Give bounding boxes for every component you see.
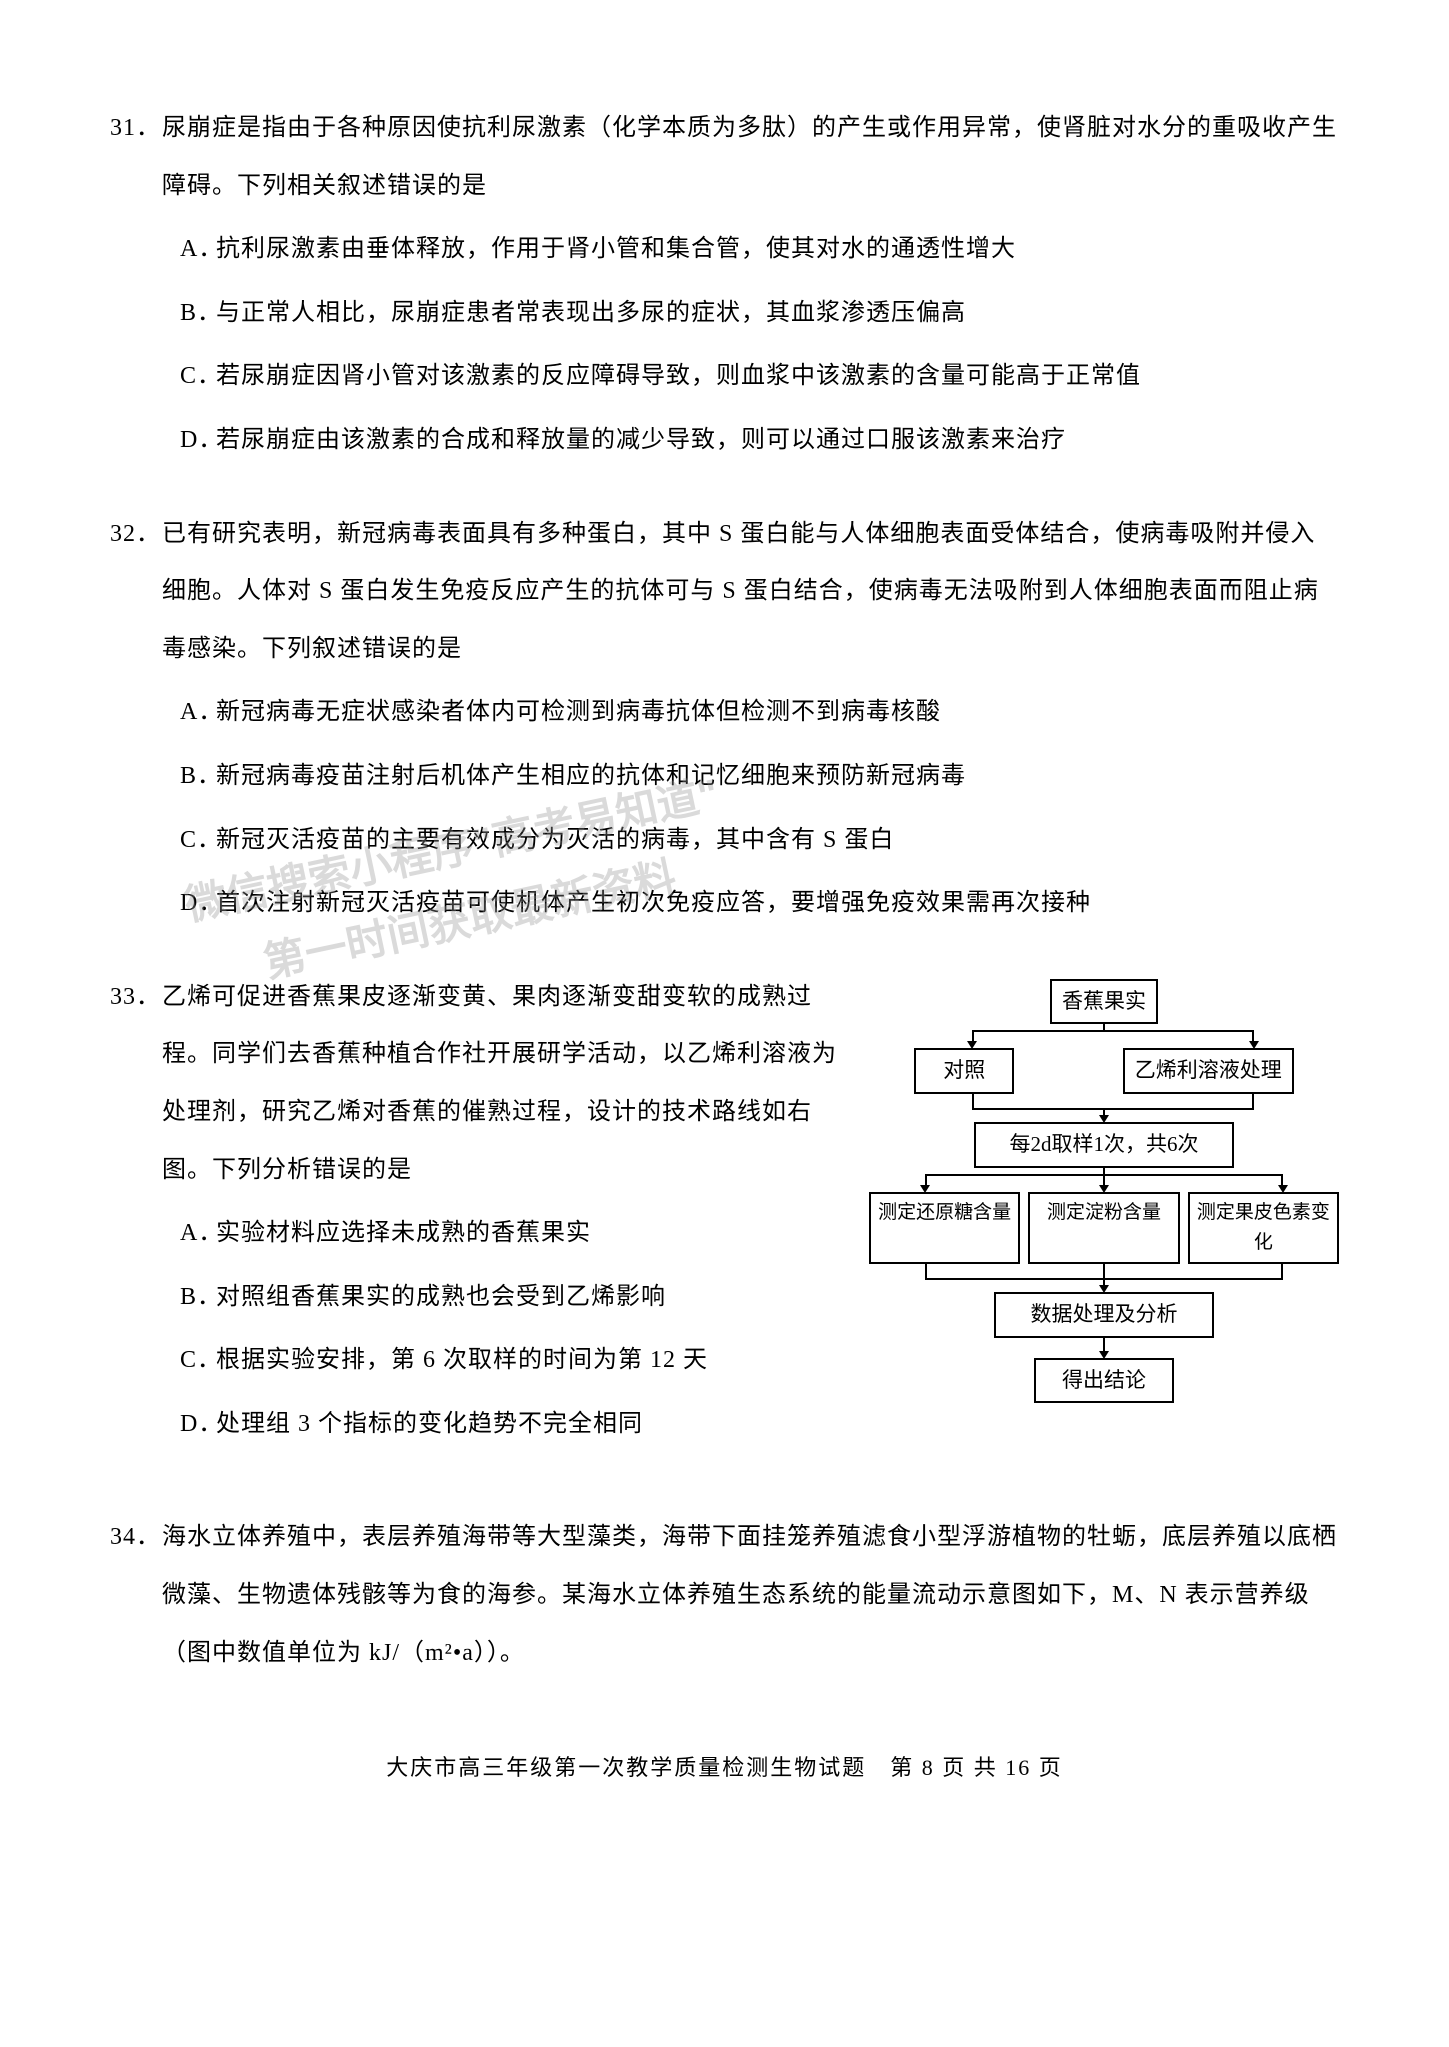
option-d: D．首次注射新冠灭活疫苗可使机体产生初次免疫应答，要增强免疫效果需再次接种 <box>180 875 1339 933</box>
option-label: C． <box>180 1332 216 1390</box>
stem-text: 已有研究表明，新冠病毒表面具有多种蛋白，其中 S 蛋白能与人体细胞表面受体结合，… <box>162 521 1319 662</box>
flow-node-measure-sugar: 测定还原糖含量 <box>869 1192 1020 1265</box>
options-list: A．抗利尿激素由垂体释放，作用于肾小管和集合管，使其对水的通透性增大 B．与正常… <box>110 221 1339 469</box>
option-label: A． <box>180 684 216 742</box>
question-number: 33． <box>110 969 162 1027</box>
options-list: A．实验材料应选择未成熟的香蕉果实 B．对照组香蕉果实的成熟也会受到乙烯影响 C… <box>110 1205 849 1453</box>
option-a: A．抗利尿激素由垂体释放，作用于肾小管和集合管，使其对水的通透性增大 <box>180 221 1339 279</box>
flow-node-analysis: 数据处理及分析 <box>994 1292 1214 1338</box>
option-label: B． <box>180 1269 216 1327</box>
question-stem: 31．尿崩症是指由于各种原因使抗利尿激素（化学本质为多肽）的产生或作用异常，使肾… <box>110 100 1339 215</box>
option-a: A．新冠病毒无症状感染者体内可检测到病毒抗体但检测不到病毒核酸 <box>180 684 1339 742</box>
flow-node-measure-pigment: 测定果皮色素变化 <box>1188 1192 1339 1265</box>
option-b: B．对照组香蕉果实的成熟也会受到乙烯影响 <box>180 1269 849 1327</box>
option-c: C．新冠灭活疫苗的主要有效成分为灭活的病毒，其中含有 S 蛋白 <box>180 812 1339 870</box>
option-text: 若尿崩症由该激素的合成和释放量的减少导致，则可以通过口服该激素来治疗 <box>216 427 1066 453</box>
option-b: B．新冠病毒疫苗注射后机体产生相应的抗体和记忆细胞来预防新冠病毒 <box>180 748 1339 806</box>
option-text: 对照组香蕉果实的成熟也会受到乙烯影响 <box>216 1284 666 1310</box>
question-31: 31．尿崩症是指由于各种原因使抗利尿激素（化学本质为多肽）的产生或作用异常，使肾… <box>110 100 1339 470</box>
question-33: 33．乙烯可促进香蕉果皮逐渐变黄、果肉逐渐变甜变软的成熟过程。同学们去香蕉种植合… <box>110 969 1339 1460</box>
stem-text: 乙烯可促进香蕉果皮逐渐变黄、果肉逐渐变甜变软的成熟过程。同学们去香蕉种植合作社开… <box>162 984 837 1183</box>
question-stem: 33．乙烯可促进香蕉果皮逐渐变黄、果肉逐渐变甜变软的成熟过程。同学们去香蕉种植合… <box>110 969 849 1199</box>
option-text: 首次注射新冠灭活疫苗可使机体产生初次免疫应答，要增强免疫效果需再次接种 <box>216 890 1091 916</box>
option-text: 与正常人相比，尿崩症患者常表现出多尿的症状，其血浆渗透压偏高 <box>216 300 966 326</box>
option-label: B． <box>180 285 216 343</box>
stem-text: 海水立体养殖中，表层养殖海带等大型藻类，海带下面挂笼养殖滤食小型浮游植物的牡蛎，… <box>162 1524 1337 1665</box>
flow-node-control: 对照 <box>914 1048 1014 1094</box>
question-number: 34． <box>110 1509 162 1567</box>
option-c: C．根据实验安排，第 6 次取样的时间为第 12 天 <box>180 1332 849 1390</box>
question-34: 34．海水立体养殖中，表层养殖海带等大型藻类，海带下面挂笼养殖滤食小型浮游植物的… <box>110 1509 1339 1682</box>
flow-node-start: 香蕉果实 <box>1050 979 1158 1025</box>
option-label: D． <box>180 875 216 933</box>
option-label: D． <box>180 412 216 470</box>
option-a: A．实验材料应选择未成熟的香蕉果实 <box>180 1205 849 1263</box>
option-label: C． <box>180 812 216 870</box>
option-text: 抗利尿激素由垂体释放，作用于肾小管和集合管，使其对水的通透性增大 <box>216 236 1016 262</box>
option-d: D．若尿崩症由该激素的合成和释放量的减少导致，则可以通过口服该激素来治疗 <box>180 412 1339 470</box>
option-b: B．与正常人相比，尿崩症患者常表现出多尿的症状，其血浆渗透压偏高 <box>180 285 1339 343</box>
option-text: 若尿崩症因肾小管对该激素的反应障碍导致，则血浆中该激素的含量可能高于正常值 <box>216 363 1141 389</box>
option-text: 处理组 3 个指标的变化趋势不完全相同 <box>216 1411 643 1437</box>
options-list: A．新冠病毒无症状感染者体内可检测到病毒抗体但检测不到病毒核酸 B．新冠病毒疫苗… <box>110 684 1339 932</box>
option-label: C． <box>180 348 216 406</box>
option-label: A． <box>180 1205 216 1263</box>
option-label: D． <box>180 1396 216 1454</box>
option-text: 根据实验安排，第 6 次取样的时间为第 12 天 <box>216 1347 708 1373</box>
option-label: B． <box>180 748 216 806</box>
question-stem: 32．已有研究表明，新冠病毒表面具有多种蛋白，其中 S 蛋白能与人体细胞表面受体… <box>110 506 1339 679</box>
question-stem: 34．海水立体养殖中，表层养殖海带等大型藻类，海带下面挂笼养殖滤食小型浮游植物的… <box>110 1509 1339 1682</box>
option-text: 新冠病毒无症状感染者体内可检测到病毒抗体但检测不到病毒核酸 <box>216 699 941 725</box>
option-text: 实验材料应选择未成熟的香蕉果实 <box>216 1220 591 1246</box>
option-c: C．若尿崩症因肾小管对该激素的反应障碍导致，则血浆中该激素的含量可能高于正常值 <box>180 348 1339 406</box>
flow-node-treatment: 乙烯利溶液处理 <box>1123 1048 1294 1094</box>
question-number: 32． <box>110 506 162 564</box>
option-text: 新冠灭活疫苗的主要有效成分为灭活的病毒，其中含有 S 蛋白 <box>216 827 894 853</box>
question-32: 32．已有研究表明，新冠病毒表面具有多种蛋白，其中 S 蛋白能与人体细胞表面受体… <box>110 506 1339 933</box>
flowchart-diagram: 香蕉果实 对照 乙烯利溶液处理 每2d取样1次 <box>869 969 1339 1460</box>
option-label: A． <box>180 221 216 279</box>
flow-node-sampling: 每2d取样1次，共6次 <box>974 1122 1234 1168</box>
stem-text: 尿崩症是指由于各种原因使抗利尿激素（化学本质为多肽）的产生或作用异常，使肾脏对水… <box>162 115 1337 199</box>
flow-node-conclusion: 得出结论 <box>1034 1358 1174 1404</box>
flow-node-measure-starch: 测定淀粉含量 <box>1028 1192 1179 1265</box>
option-text: 新冠病毒疫苗注射后机体产生相应的抗体和记忆细胞来预防新冠病毒 <box>216 763 966 789</box>
question-number: 31． <box>110 100 162 158</box>
option-d: D．处理组 3 个指标的变化趋势不完全相同 <box>180 1396 849 1454</box>
page-footer: 大庆市高三年级第一次教学质量检测生物试题 第 8 页 共 16 页 <box>110 1742 1339 1795</box>
